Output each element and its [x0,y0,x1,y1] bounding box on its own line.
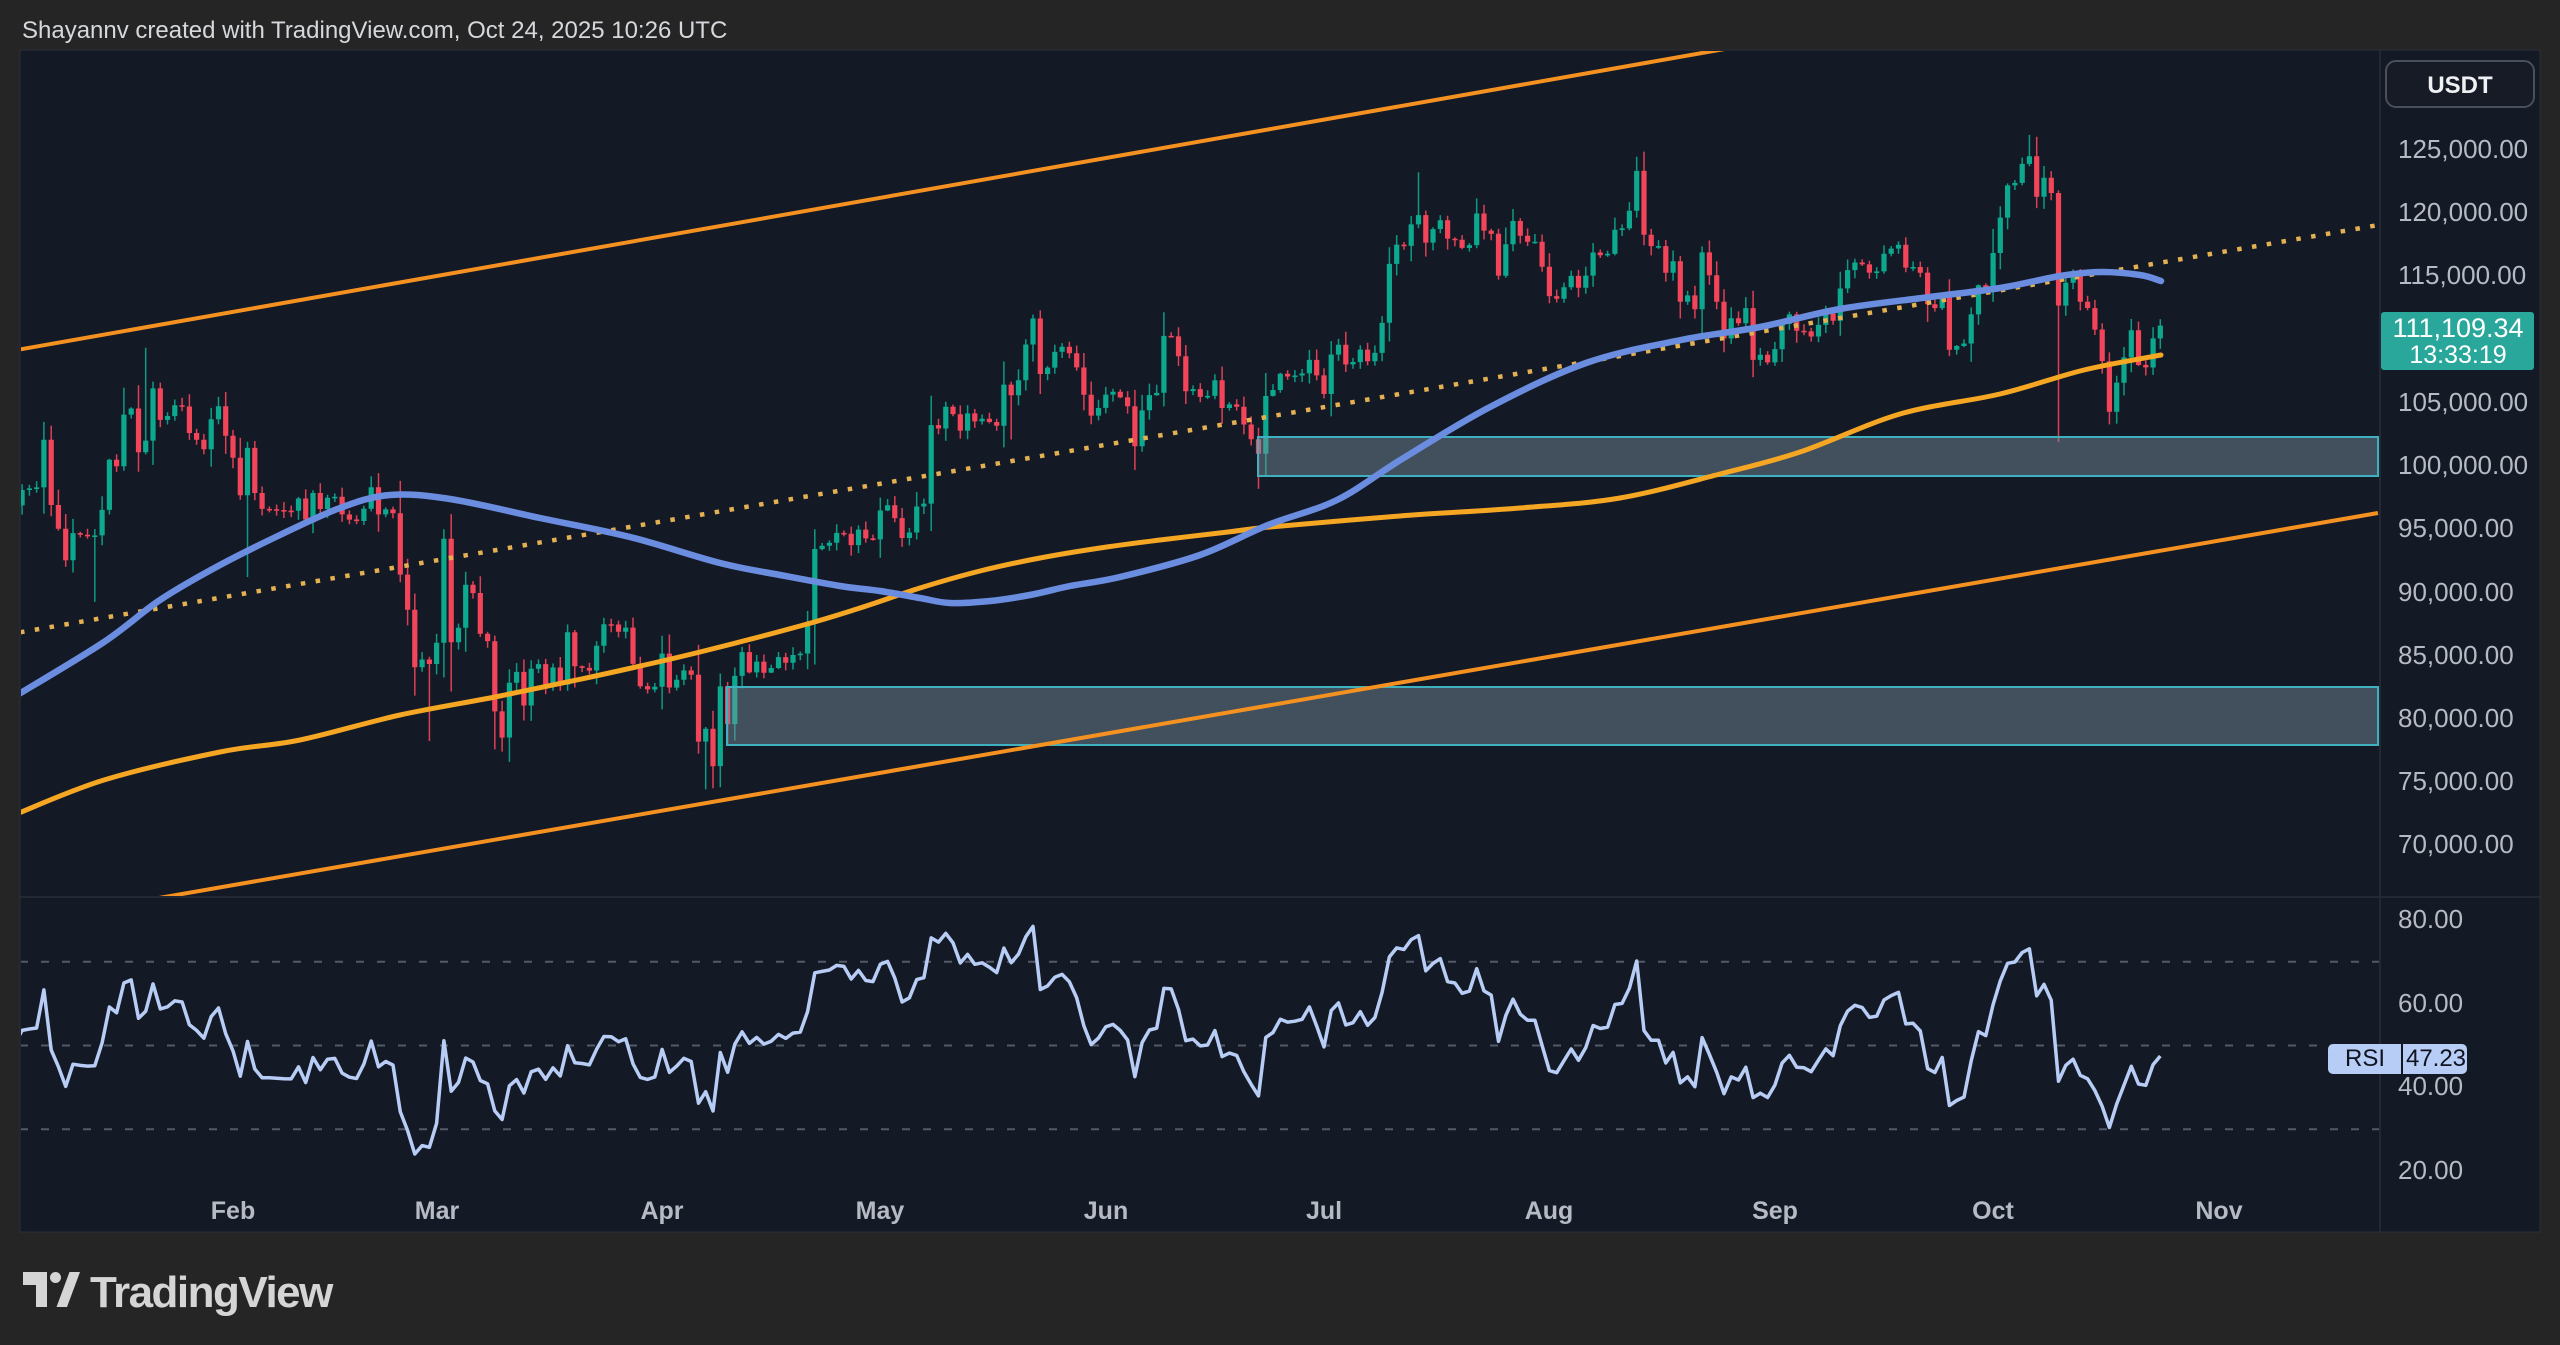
svg-text:Jun: Jun [1084,1197,1128,1225]
svg-text:80.00: 80.00 [2398,904,2463,934]
svg-text:95,000.00: 95,000.00 [2398,513,2514,543]
svg-text:80,000.00: 80,000.00 [2398,703,2514,733]
svg-text:60.00: 60.00 [2398,988,2463,1018]
svg-text:USDT: USDT [2427,72,2493,99]
svg-text:111,109.34: 111,109.34 [2392,313,2523,343]
svg-text:120,000.00: 120,000.00 [2398,197,2528,227]
svg-text:100,000.00: 100,000.00 [2398,450,2528,480]
svg-text:20.00: 20.00 [2398,1155,2463,1185]
svg-text:May: May [856,1197,905,1225]
svg-text:Oct: Oct [1972,1197,2014,1225]
svg-text:75,000.00: 75,000.00 [2398,766,2514,796]
svg-text:Aug: Aug [1525,1197,1574,1225]
svg-text:85,000.00: 85,000.00 [2398,640,2514,670]
svg-text:Sep: Sep [1752,1197,1798,1225]
svg-text:40.00: 40.00 [2398,1071,2463,1101]
svg-text:70,000.00: 70,000.00 [2398,829,2514,859]
svg-text:Shayannv created with TradingV: Shayannv created with TradingView.com, O… [22,17,727,44]
svg-text:47.23: 47.23 [2406,1045,2466,1072]
svg-text:115,000.00: 115,000.00 [2398,260,2526,290]
svg-text:TradingView: TradingView [90,1268,334,1317]
svg-text:RSI: RSI [2345,1045,2385,1072]
svg-text:105,000.00: 105,000.00 [2398,387,2528,417]
svg-text:Feb: Feb [211,1197,255,1225]
svg-text:13:33:19: 13:33:19 [2409,341,2506,369]
svg-text:Jul: Jul [1306,1197,1342,1225]
svg-text:Mar: Mar [415,1197,460,1225]
svg-text:125,000.00: 125,000.00 [2398,134,2528,164]
svg-text:Nov: Nov [2195,1197,2242,1225]
svg-text:Apr: Apr [640,1197,683,1225]
svg-text:90,000.00: 90,000.00 [2398,577,2514,607]
